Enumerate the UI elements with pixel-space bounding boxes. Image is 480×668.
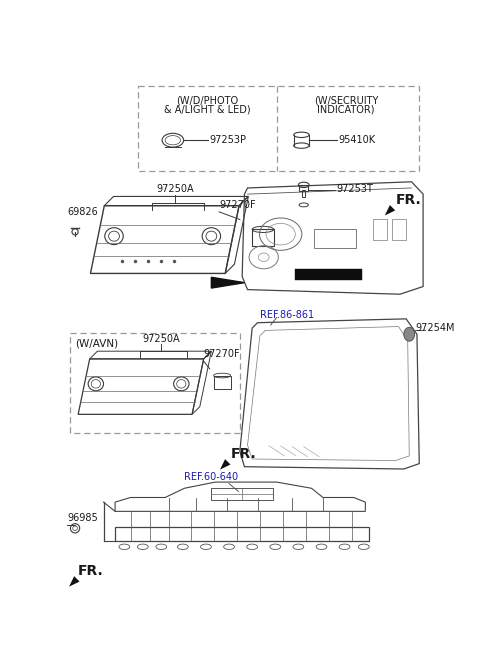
Polygon shape	[220, 459, 230, 470]
Ellipse shape	[404, 327, 415, 341]
Text: & A/LIGHT & LED): & A/LIGHT & LED)	[164, 105, 251, 115]
Text: 95410K: 95410K	[338, 135, 375, 145]
Bar	[299, 185, 308, 191]
Polygon shape	[69, 576, 80, 587]
Text: FR.: FR.	[396, 192, 421, 206]
Polygon shape	[385, 205, 395, 216]
Text: 97253T: 97253T	[336, 184, 373, 194]
Text: 97270F: 97270F	[204, 349, 240, 359]
Text: 97250A: 97250A	[143, 333, 180, 343]
Text: 97254M: 97254M	[415, 323, 455, 333]
Text: 69826: 69826	[67, 207, 98, 217]
Bar	[373, 218, 387, 240]
Text: REF.60-640: REF.60-640	[184, 472, 239, 482]
Text: 97270F: 97270F	[219, 200, 256, 210]
Text: REF.86-861: REF.86-861	[260, 310, 314, 320]
Bar	[211, 488, 273, 500]
Text: FR.: FR.	[78, 564, 104, 578]
Bar	[295, 269, 362, 281]
Text: 96985: 96985	[67, 512, 98, 522]
Bar	[392, 218, 406, 240]
Polygon shape	[211, 277, 244, 288]
Bar	[314, 228, 356, 248]
Text: INDICATOR): INDICATOR)	[317, 105, 375, 115]
Text: 97250A: 97250A	[156, 184, 194, 194]
Text: FR.: FR.	[230, 447, 256, 461]
Text: 97253P: 97253P	[209, 135, 246, 145]
Text: (W/D/PHOTO: (W/D/PHOTO	[177, 96, 239, 106]
Text: (W/SECRUITY: (W/SECRUITY	[314, 96, 378, 106]
Bar	[115, 527, 369, 540]
Text: (W/AVN): (W/AVN)	[75, 339, 118, 349]
Bar	[302, 190, 305, 197]
